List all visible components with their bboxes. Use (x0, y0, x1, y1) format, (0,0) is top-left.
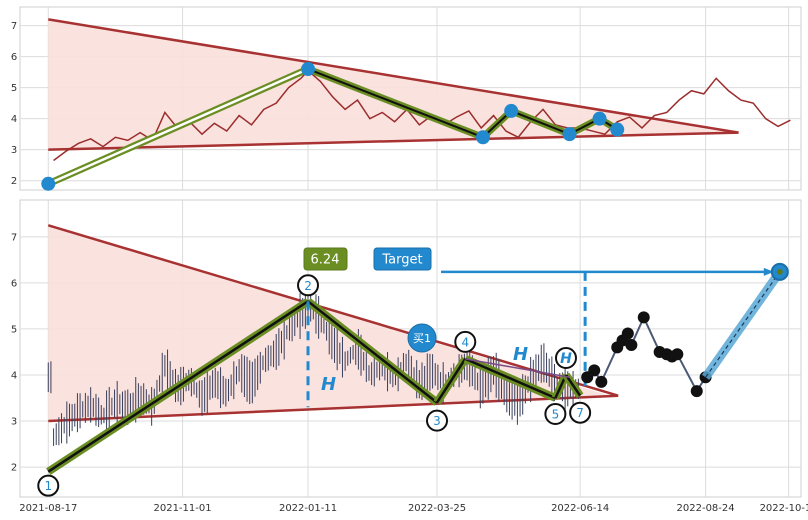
height-label-right: H (513, 344, 528, 365)
pattern-point-label: 5 (552, 408, 560, 422)
x-tick-label: 2022-08-24 (677, 503, 735, 514)
buy-circle (407, 323, 437, 353)
top-pivot-point (301, 62, 316, 77)
x-tick-label: 2022-10-10 (760, 503, 808, 514)
bottom-y-tick-label: 4 (11, 370, 17, 381)
after-breakout-marker (637, 311, 650, 324)
top-pivot-point (592, 111, 607, 126)
after-breakout-marker (595, 375, 608, 388)
pattern-point-circle (37, 474, 60, 497)
top-y-tick-label: 4 (11, 114, 17, 125)
top-triangle-upper-line (48, 18, 739, 134)
pattern-point-circle (297, 274, 320, 297)
top-price-label: 6.24 (303, 247, 348, 271)
x-tick-label: 2022-03-25 (408, 503, 466, 514)
top-pivot-point (475, 130, 490, 145)
pattern-point-label: 4 (461, 335, 469, 349)
target-point-core (776, 268, 783, 275)
after-breakout-marker (625, 339, 638, 352)
bottom-y-tick-label: 5 (11, 324, 17, 335)
top-y-tick-label: 2 (11, 176, 17, 187)
top-y-tick-label: 6 (11, 52, 17, 63)
bottom-y-tick-label: 3 (11, 417, 17, 428)
target-text: Target (381, 253, 422, 268)
top-chart-layer (41, 18, 791, 191)
pattern-point-label: 2 (304, 279, 312, 293)
top-pivot-point (504, 103, 519, 118)
bottom-y-tick-label: 6 (11, 278, 17, 289)
pattern-point-label: 1 (44, 479, 52, 493)
pattern-point-circle (569, 401, 592, 424)
breakout-guide-line (465, 358, 570, 379)
projection-line (705, 271, 781, 378)
after-breakout-marker (671, 348, 684, 361)
pattern-point-circle (544, 403, 567, 425)
bottom-zigzag-segment-inner (464, 357, 556, 400)
bottom-zigzag-segment-inner (435, 358, 467, 404)
bottom-y-tick-label: 7 (11, 232, 17, 243)
pattern-point-label: 3 (433, 414, 441, 428)
after-breakout-marker (588, 364, 601, 377)
top-y-tick-label: 5 (11, 83, 17, 94)
x-tick-label: 2021-11-01 (153, 503, 211, 514)
bottom-zigzag-segment-inner (47, 300, 309, 473)
top-pivot-point (562, 127, 577, 142)
bottom-chart-layer: 1 2 3 4 5 H 7 (37, 224, 789, 497)
bottom-triangle-upper-line (47, 224, 619, 397)
x-tick-label: 2022-06-14 (551, 503, 609, 514)
x-tick-label: 2021-08-17 (19, 503, 77, 514)
top-y-tick-label: 7 (11, 21, 17, 32)
top-triangle-lower-line (48, 131, 739, 151)
pattern-point-label: 7 (576, 406, 584, 420)
buy-text: 买1 (413, 332, 431, 345)
top-zigzag-segment-inner (510, 109, 570, 136)
after-breakout-marker (621, 327, 634, 340)
after-breakout-marker (690, 385, 703, 398)
top-y-tick-label: 3 (11, 145, 17, 156)
top-triangle-fill (48, 19, 729, 150)
pattern-point-label: H (560, 351, 572, 367)
height-label-left: H (321, 374, 336, 395)
pattern-point-circle (454, 330, 477, 353)
bottom-zigzag-segment-inner (307, 300, 438, 404)
buy-marker: 买1 (407, 323, 437, 353)
target-arrow-head (763, 267, 774, 276)
top-zigzag-segment-inner (47, 67, 309, 185)
pattern-point-circle (426, 409, 449, 432)
top-price-text: 6.24 (311, 253, 340, 268)
top-price-box (303, 247, 348, 271)
target-box (373, 247, 432, 271)
x-tick-label: 2022-01-11 (279, 503, 337, 514)
target-label: Target (373, 247, 432, 271)
top-pivot-point (41, 176, 56, 191)
bottom-y-tick-label: 2 (11, 463, 17, 474)
pattern-point-circle (554, 346, 577, 369)
top-zigzag-segment-inner (307, 68, 484, 139)
top-pivot-point (610, 122, 625, 137)
bottom-zigzag-segment-inner (564, 374, 582, 397)
